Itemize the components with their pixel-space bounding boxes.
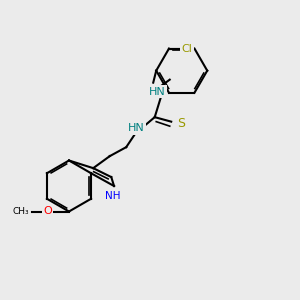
Text: S: S <box>177 117 185 130</box>
Text: O: O <box>43 206 52 217</box>
Text: CH₃: CH₃ <box>12 207 29 216</box>
Text: HN: HN <box>149 87 166 97</box>
Text: HN: HN <box>128 123 145 133</box>
Text: Cl: Cl <box>182 44 192 54</box>
Text: NH: NH <box>105 190 120 201</box>
